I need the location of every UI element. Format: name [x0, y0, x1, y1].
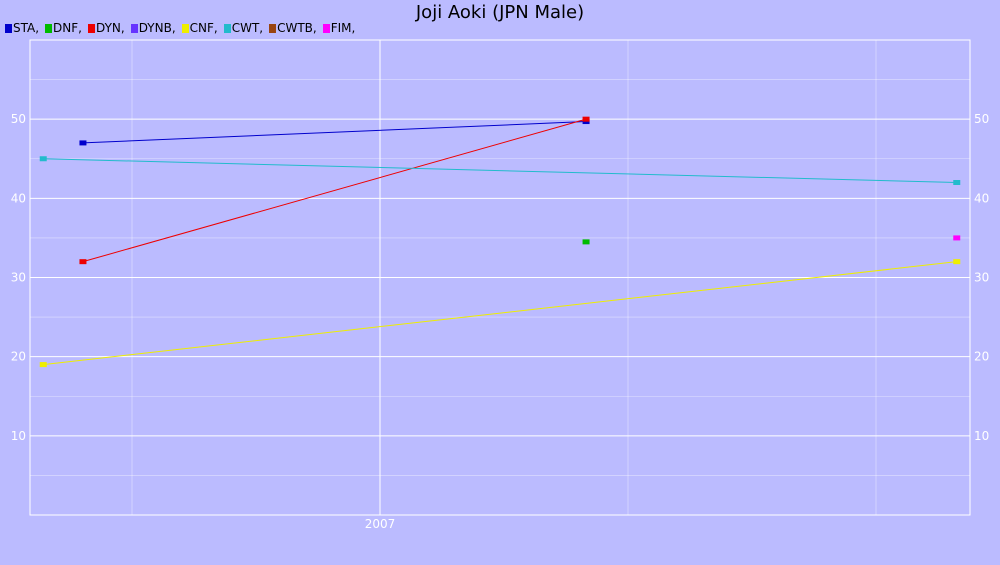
tick-labels: 10 10 20 20 30 30 40 40 50 50 2007 — [11, 112, 990, 531]
y-tick-label-right: 20 — [974, 350, 989, 364]
legend-item-cnf: CNF, — [181, 21, 218, 35]
legend-label: DYNB, — [138, 21, 176, 35]
series-line-cnf — [43, 261, 957, 366]
data-point-cwt — [953, 180, 961, 185]
legend: STA, DNF, DYN, DYNB, CNF, CWT, CWTB, FIM, — [5, 20, 361, 36]
data-point-fim — [953, 235, 961, 241]
legend-swatch — [5, 23, 12, 33]
y-tick-label-right: 30 — [974, 271, 989, 285]
series-markers — [39, 116, 961, 368]
legend-label: CWT, — [231, 21, 264, 35]
series-line-dyn — [82, 118, 587, 263]
y-tick-label-right: 40 — [974, 191, 989, 205]
legend-label: DNF, — [53, 21, 82, 35]
grid — [30, 40, 970, 515]
legend-label: DYN, — [95, 21, 125, 35]
legend-swatch — [45, 23, 53, 33]
legend-item-fim: FIM, — [322, 21, 356, 35]
legend-item-dyn: DYN, — [87, 21, 125, 35]
y-tick-label-right: 10 — [974, 429, 989, 443]
legend-swatch — [87, 23, 95, 33]
plot-border — [29, 39, 971, 516]
legend-label: CWTB, — [277, 21, 317, 35]
legend-item-dnf: DNF, — [45, 21, 82, 35]
data-point-cwt — [39, 156, 47, 162]
y-tick-label-left: 50 — [11, 112, 26, 126]
y-tick-label-left: 30 — [11, 271, 26, 285]
chart-title: Joji Aoki (JPN Male) — [415, 2, 585, 23]
series-line-cwt — [43, 158, 957, 183]
data-point-dyn — [582, 116, 590, 122]
y-tick-label-left: 10 — [11, 429, 26, 443]
data-point-dyn — [79, 259, 87, 265]
legend-label: CNF, — [189, 21, 218, 35]
legend-label: STA, — [13, 21, 40, 35]
series-lines — [43, 118, 957, 366]
legend-item-sta: STA, — [5, 21, 39, 35]
legend-item-cwt: CWT, — [223, 21, 264, 35]
data-point-sta — [79, 140, 87, 146]
legend-swatch — [223, 23, 231, 33]
legend-swatch — [130, 23, 138, 33]
legend-swatch — [322, 23, 330, 33]
data-point-dnf — [582, 239, 590, 245]
y-tick-label-right: 50 — [974, 112, 989, 126]
legend-swatch — [181, 23, 189, 33]
legend-item-cwtb: CWTB, — [269, 21, 317, 35]
legend-item-dynb: DYNB, — [130, 21, 176, 35]
legend-swatch — [269, 23, 277, 33]
y-tick-label-left: 20 — [11, 350, 26, 364]
plot-frame — [29, 39, 971, 516]
legend-label: FIM, — [330, 21, 356, 35]
data-point-cnf — [953, 259, 961, 265]
data-point-cnf — [39, 362, 47, 368]
x-tick-label: 2007 — [365, 517, 396, 531]
y-tick-label-left: 40 — [11, 191, 26, 205]
series-line-sta — [82, 121, 587, 144]
